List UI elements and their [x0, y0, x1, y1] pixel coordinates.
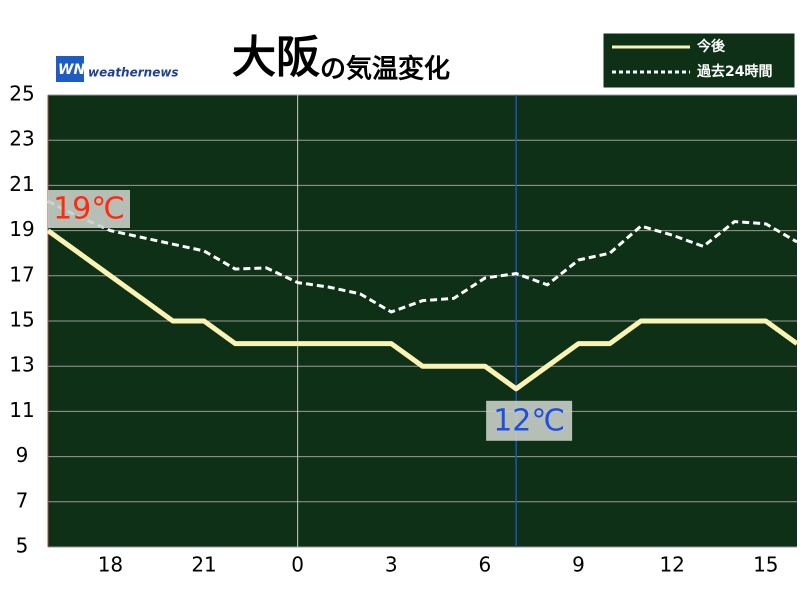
- logo-mark: [56, 56, 84, 82]
- series-line: [46, 228, 799, 392]
- legend: 今後 過去24時間: [602, 32, 796, 89]
- chart-subtitle: の気温変化: [320, 54, 450, 85]
- y-tick-label: 23: [9, 127, 34, 151]
- annotation-box: [486, 400, 573, 441]
- x-tick-label: 3: [385, 553, 398, 577]
- series-line: [47, 199, 798, 314]
- annotation: 12℃: [486, 400, 573, 441]
- y-tick-label: 13: [9, 353, 34, 377]
- y-tick-label: 19: [9, 217, 34, 241]
- y-tick-label: 7: [16, 488, 29, 512]
- annotation-text: 12℃: [493, 403, 565, 438]
- logo-letters: WN: [58, 62, 85, 78]
- chart-title: 大阪: [232, 32, 320, 83]
- plot-area: 5 7 9 11 13 15 17 19 21 23 25 18 21 0 3 6 9 12 15 19℃ 12℃: [9, 82, 799, 577]
- x-tick-label: 6: [479, 553, 492, 577]
- legend-label: 今後: [696, 38, 726, 55]
- x-tick-label: 21: [191, 553, 216, 577]
- y-tick-label: 5: [16, 534, 29, 558]
- y-tick-label: 17: [9, 262, 34, 286]
- y-tick-label: 25: [9, 82, 34, 106]
- y-tick-label: 15: [9, 308, 34, 332]
- annotation: 19℃: [48, 190, 130, 228]
- x-tick-label: 0: [291, 553, 304, 577]
- y-tick-label: 21: [9, 172, 34, 196]
- logo-text: weathernews: [88, 66, 179, 80]
- annotation-box: [48, 190, 130, 228]
- y-tick-label: 11: [9, 398, 34, 422]
- logo: WN weathernews: [56, 56, 179, 82]
- y-tick-label: 9: [16, 443, 29, 467]
- legend-label: 過去24時間: [696, 63, 772, 80]
- legend-box: [602, 32, 796, 89]
- annotation-text: 19℃: [53, 192, 125, 227]
- x-tick-label: 15: [753, 553, 778, 577]
- x-tick-label: 18: [98, 553, 123, 577]
- x-tick-label: 9: [572, 553, 585, 577]
- x-tick-label: 12: [659, 553, 684, 577]
